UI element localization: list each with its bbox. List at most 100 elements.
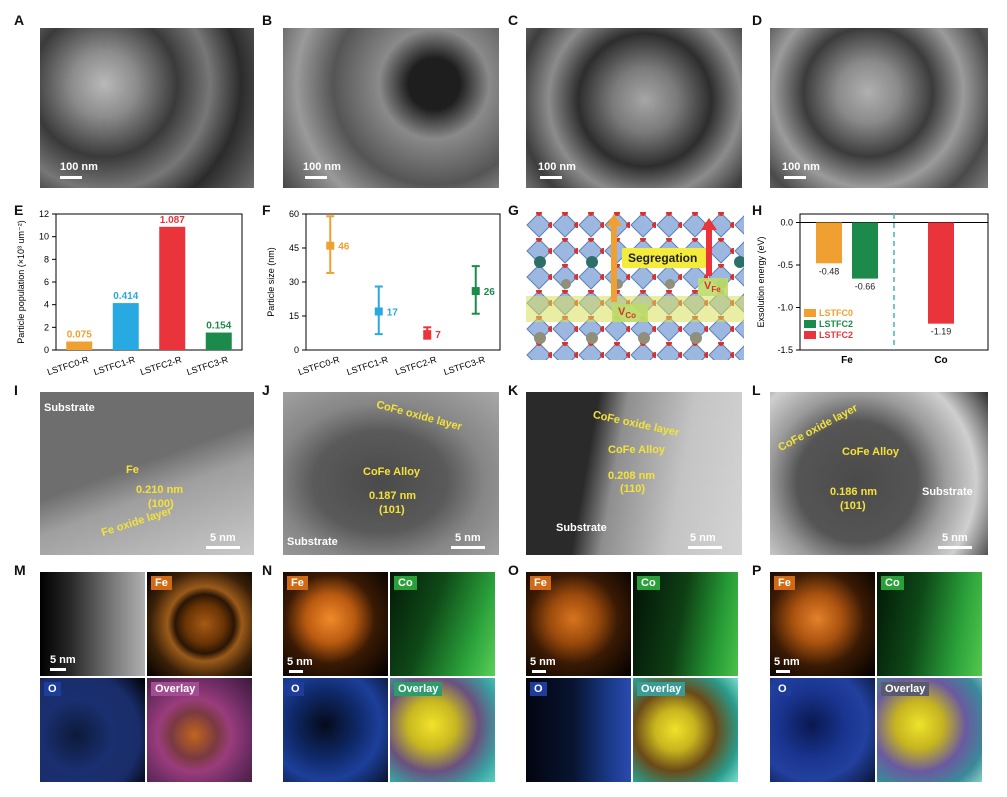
eds-overlay-m: Overlay bbox=[147, 678, 252, 782]
plot-frame bbox=[305, 213, 501, 351]
element-tag-co: Co bbox=[881, 576, 904, 590]
d-spacing-label: 0.187 nm bbox=[369, 490, 417, 502]
data-label: 26 bbox=[484, 287, 496, 298]
substrate-label: Substrate bbox=[287, 536, 338, 548]
plane-label: (100) bbox=[148, 498, 174, 510]
bar bbox=[852, 222, 878, 279]
eds-fe-o: Fe 5 nm bbox=[526, 572, 631, 676]
tem-image-i: Substrate Fe 0.210 nm (100) Fe oxide lay… bbox=[40, 392, 254, 555]
legend-swatch bbox=[804, 331, 816, 339]
scale-bar bbox=[305, 176, 327, 179]
plane-label: (110) bbox=[620, 483, 646, 495]
element-tag-co: Co bbox=[637, 576, 660, 590]
x-tick-label: LSTFC1-R bbox=[345, 354, 389, 377]
panel-letter-l: L bbox=[752, 382, 761, 398]
segregation-label-box bbox=[622, 248, 706, 268]
vacancy-co-label: VCo bbox=[618, 306, 637, 321]
y-axis-label: Exsolution energy (eV) bbox=[756, 236, 766, 327]
data-point bbox=[423, 330, 432, 339]
eds-co-p: Co bbox=[877, 572, 982, 676]
overlay-tag: Overlay bbox=[637, 682, 686, 696]
segregation-label: Segregation bbox=[628, 251, 698, 265]
scale-label: 100 nm bbox=[60, 161, 98, 173]
panel-letter-c: C bbox=[508, 12, 519, 28]
scale-bar bbox=[289, 670, 303, 673]
panel-letter-b: B bbox=[262, 12, 273, 28]
y-tick-label: 15 bbox=[289, 311, 299, 321]
eds-fe-n: Fe 5 nm bbox=[283, 572, 388, 676]
tem-image-k: CoFe oxide layer CoFe Alloy 0.208 nm (11… bbox=[526, 392, 742, 555]
sem-image-a: 100 nm bbox=[40, 28, 254, 188]
d-spacing-label: 0.208 nm bbox=[608, 470, 656, 482]
y-axis-label: Particle size (nm) bbox=[266, 247, 276, 317]
panel-letter-g: G bbox=[508, 202, 519, 218]
bar bbox=[816, 222, 842, 264]
eds-o-n: O bbox=[283, 678, 388, 782]
panel-letter-o: O bbox=[508, 562, 519, 578]
y-tick-label: 0 bbox=[44, 345, 49, 355]
crystal-lattice bbox=[526, 212, 744, 360]
y-tick-label: 12 bbox=[39, 209, 49, 219]
y-tick-label: -0.5 bbox=[777, 260, 793, 270]
bar bbox=[928, 222, 954, 324]
y-axis-label: Particle population (×10³ um⁻²) bbox=[16, 220, 26, 344]
x-tick-label: LSTFC0-R bbox=[297, 354, 341, 377]
scale-bar bbox=[776, 670, 790, 673]
chart-particle-size: 0 15 30 45 60 46 LSTFC0-R 17 LSTFC1-R 7 LSTFC2-R 26… bbox=[266, 209, 501, 377]
scale-bar bbox=[540, 176, 562, 179]
element-tag-fe: Fe bbox=[151, 576, 172, 590]
data-point bbox=[374, 307, 383, 316]
eds-o-p: O bbox=[770, 678, 875, 782]
x-tick-label: LSTFC2-R bbox=[139, 354, 183, 377]
scale-label: 5 nm bbox=[774, 656, 800, 668]
y-tick-label: 60 bbox=[289, 209, 299, 219]
substrate-label: Substrate bbox=[922, 486, 973, 498]
data-point bbox=[326, 241, 335, 250]
eds-o-m: O bbox=[40, 678, 145, 782]
data-label: 0.075 bbox=[67, 330, 92, 341]
panel-letter-m: M bbox=[14, 562, 26, 578]
eds-co-o: Co bbox=[633, 572, 738, 676]
eds-fe-p: Fe 5 nm bbox=[770, 572, 875, 676]
y-tick-label: 45 bbox=[289, 243, 299, 253]
data-label: 0.414 bbox=[113, 291, 138, 302]
fe-segregation-arrow bbox=[706, 226, 712, 276]
scale-bar bbox=[451, 546, 485, 549]
element-tag-o: O bbox=[774, 682, 791, 696]
eds-fe-m: Fe bbox=[147, 572, 252, 676]
scale-label: 5 nm bbox=[942, 532, 968, 544]
y-tick-label: 0 bbox=[294, 345, 299, 355]
alloy-label: CoFe Alloy bbox=[608, 444, 666, 456]
data-point bbox=[471, 287, 480, 296]
bar bbox=[205, 332, 232, 350]
bar bbox=[112, 303, 139, 350]
x-tick-label: LSTFC1-R bbox=[92, 354, 136, 377]
alloy-label: CoFe Alloy bbox=[363, 466, 421, 478]
x-group-label: Fe bbox=[841, 355, 853, 366]
scale-label: 5 nm bbox=[210, 532, 236, 544]
crystal-structure-schematic: Segregation VCo VFe bbox=[526, 212, 744, 360]
data-label: 7 bbox=[435, 330, 441, 341]
element-tag-fe: Fe bbox=[287, 576, 308, 590]
d-spacing-label: 0.210 nm bbox=[136, 484, 184, 496]
data-label: 17 bbox=[387, 307, 399, 318]
panel-letter-j: J bbox=[262, 382, 270, 398]
x-group-label: Co bbox=[934, 355, 947, 366]
overlay-tag: Overlay bbox=[881, 682, 930, 696]
sem-image-d: 100 nm bbox=[770, 28, 988, 188]
y-tick-label: 6 bbox=[44, 277, 49, 287]
panel-letter-k: K bbox=[508, 382, 519, 398]
scale-bar bbox=[50, 668, 66, 671]
oxide-layer-label: Fe oxide layer bbox=[99, 504, 174, 540]
d-spacing-label: 0.186 nm bbox=[830, 486, 878, 498]
chart-exsolution-energy: 0.0 -0.5 -1.0 -1.5 -0.48 -0.66 -1.19 Fe Co LSTFC0… bbox=[756, 213, 989, 366]
eds-overlay-p: Overlay bbox=[877, 678, 982, 782]
panel-letter-d: D bbox=[752, 12, 763, 28]
scale-bar bbox=[532, 670, 546, 673]
sem-image-b: 100 nm bbox=[283, 28, 499, 188]
overlay-tag: Overlay bbox=[151, 682, 200, 696]
y-tick-label: 0.0 bbox=[780, 218, 793, 228]
data-label: 46 bbox=[338, 242, 350, 253]
scale-bar bbox=[206, 546, 240, 549]
substrate-label: Substrate bbox=[44, 402, 95, 414]
